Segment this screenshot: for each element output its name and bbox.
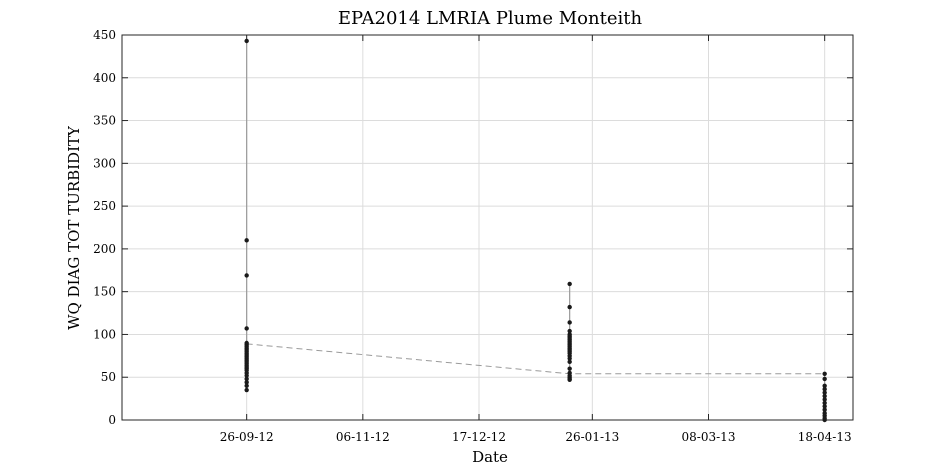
data-point <box>567 366 572 371</box>
data-point <box>567 328 572 334</box>
x-tick-label: 18-04-13 <box>798 430 852 444</box>
x-tick-label: 06-11-12 <box>336 430 390 444</box>
data-point <box>567 359 572 365</box>
x-tick-label: 26-01-13 <box>565 430 619 444</box>
y-tick-label: 0 <box>108 413 116 427</box>
plot-area-frame <box>121 34 854 421</box>
dashed-series-line <box>246 343 825 375</box>
data-point <box>822 393 827 399</box>
y-tick-label: 450 <box>93 28 116 42</box>
data-point <box>244 383 249 388</box>
y-tick-label: 250 <box>93 199 116 213</box>
data-point <box>244 380 249 385</box>
x-tick-label: 08-03-13 <box>682 430 736 444</box>
data-point <box>822 417 827 423</box>
data-point <box>567 356 572 361</box>
grid-lines <box>122 34 853 421</box>
data-point <box>567 304 572 310</box>
y-tick-label: 300 <box>93 156 116 170</box>
y-tick-label: 400 <box>93 71 116 85</box>
data-point <box>244 387 249 393</box>
data-point <box>567 377 572 382</box>
y-tick-label: 50 <box>101 370 116 384</box>
data-point <box>822 397 827 402</box>
y-tick-label: 350 <box>93 114 116 128</box>
x-tick-label: 26-09-12 <box>220 430 274 444</box>
data-point <box>244 38 249 44</box>
y-tick-label: 200 <box>93 242 116 256</box>
data-point <box>822 400 827 406</box>
data-point <box>567 281 572 287</box>
data-point <box>244 376 249 382</box>
data-point <box>244 326 249 331</box>
data-point <box>822 407 827 412</box>
x-axis-ticks: 26-09-12 06-11-12 17-12-12 26-01-13 08-03-13… <box>220 35 852 444</box>
data-point <box>822 383 827 388</box>
data-point <box>244 273 249 278</box>
y-axis-ticks: 0 50 100 150 200 250 300 350 400 450 <box>93 28 853 427</box>
data-point <box>567 320 572 325</box>
x-tick-label: 17-12-12 <box>452 430 506 444</box>
data-point <box>244 238 249 243</box>
y-tick-label: 150 <box>93 285 116 299</box>
data-point <box>822 390 827 395</box>
data-point <box>822 376 827 382</box>
data-point <box>822 404 827 409</box>
data-series <box>244 38 827 423</box>
chart-title: EPA2014 LMRIA Plume Monteith <box>338 8 643 29</box>
data-point <box>822 387 827 392</box>
y-axis-label: WQ DIAG TOT TURBIDITY <box>65 125 83 330</box>
data-point <box>822 371 827 376</box>
data-point <box>244 373 249 378</box>
y-tick-label: 100 <box>93 327 116 341</box>
x-axis-label: Date <box>472 448 508 466</box>
